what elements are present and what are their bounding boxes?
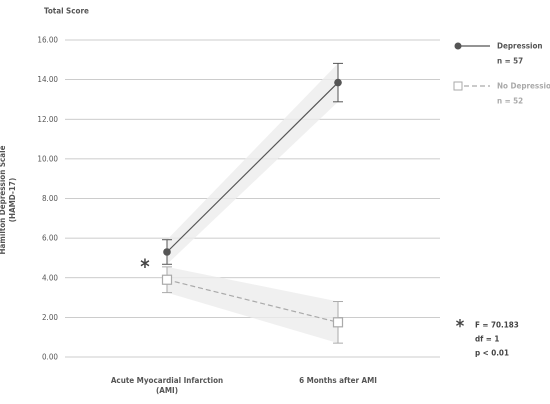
y-tick-label: 0.00: [42, 353, 58, 362]
y-tick-label: 4.00: [42, 273, 58, 282]
stats-symbol: *: [456, 316, 465, 337]
stats-line: df = 1: [475, 335, 499, 344]
x-label-box: 6 Months after AMI: [299, 376, 377, 385]
confidence-band: [167, 266, 338, 344]
point: [161, 274, 173, 285]
x-label-box: Acute Myocardial Infarction (AMI): [110, 376, 224, 395]
y-tick-label: 6.00: [42, 234, 58, 243]
legend-n: n = 57: [497, 57, 523, 66]
y-axis-label-box: Hamilton Depression Scale (HAMD-17): [0, 145, 17, 255]
confidence-band: [167, 63, 338, 265]
legend-label: No Depression: [497, 82, 550, 91]
legend-marker: [454, 42, 462, 50]
legend-n: n = 52: [497, 97, 523, 106]
series-line: [166, 82, 339, 253]
legend-marker: [453, 81, 463, 91]
point: [334, 78, 342, 87]
legend-label: Depression: [497, 42, 543, 51]
stats-line: p < 0.01: [475, 349, 509, 358]
significance-mark: *: [140, 255, 150, 279]
chart-title: Total Score: [44, 7, 89, 16]
y-axis-label: Hamilton Depression Scale (HAMD-17): [0, 145, 17, 255]
point: [163, 248, 171, 256]
y-tick-label: 14.00: [37, 75, 58, 84]
point: [332, 317, 344, 328]
y-tick-label: 10.00: [37, 154, 58, 163]
y-tick-label: 16.00: [37, 36, 58, 45]
x-tick-label: 6 Months after AMI: [299, 376, 377, 385]
x-tick-label: Acute Myocardial Infarction (AMI): [110, 376, 224, 395]
y-tick-label: 12.00: [37, 115, 58, 124]
y-tick-label: 2.00: [42, 313, 58, 322]
series-line: [166, 279, 339, 323]
y-tick-label: 8.00: [42, 194, 58, 203]
stats-line: F = 70.183: [475, 321, 519, 330]
